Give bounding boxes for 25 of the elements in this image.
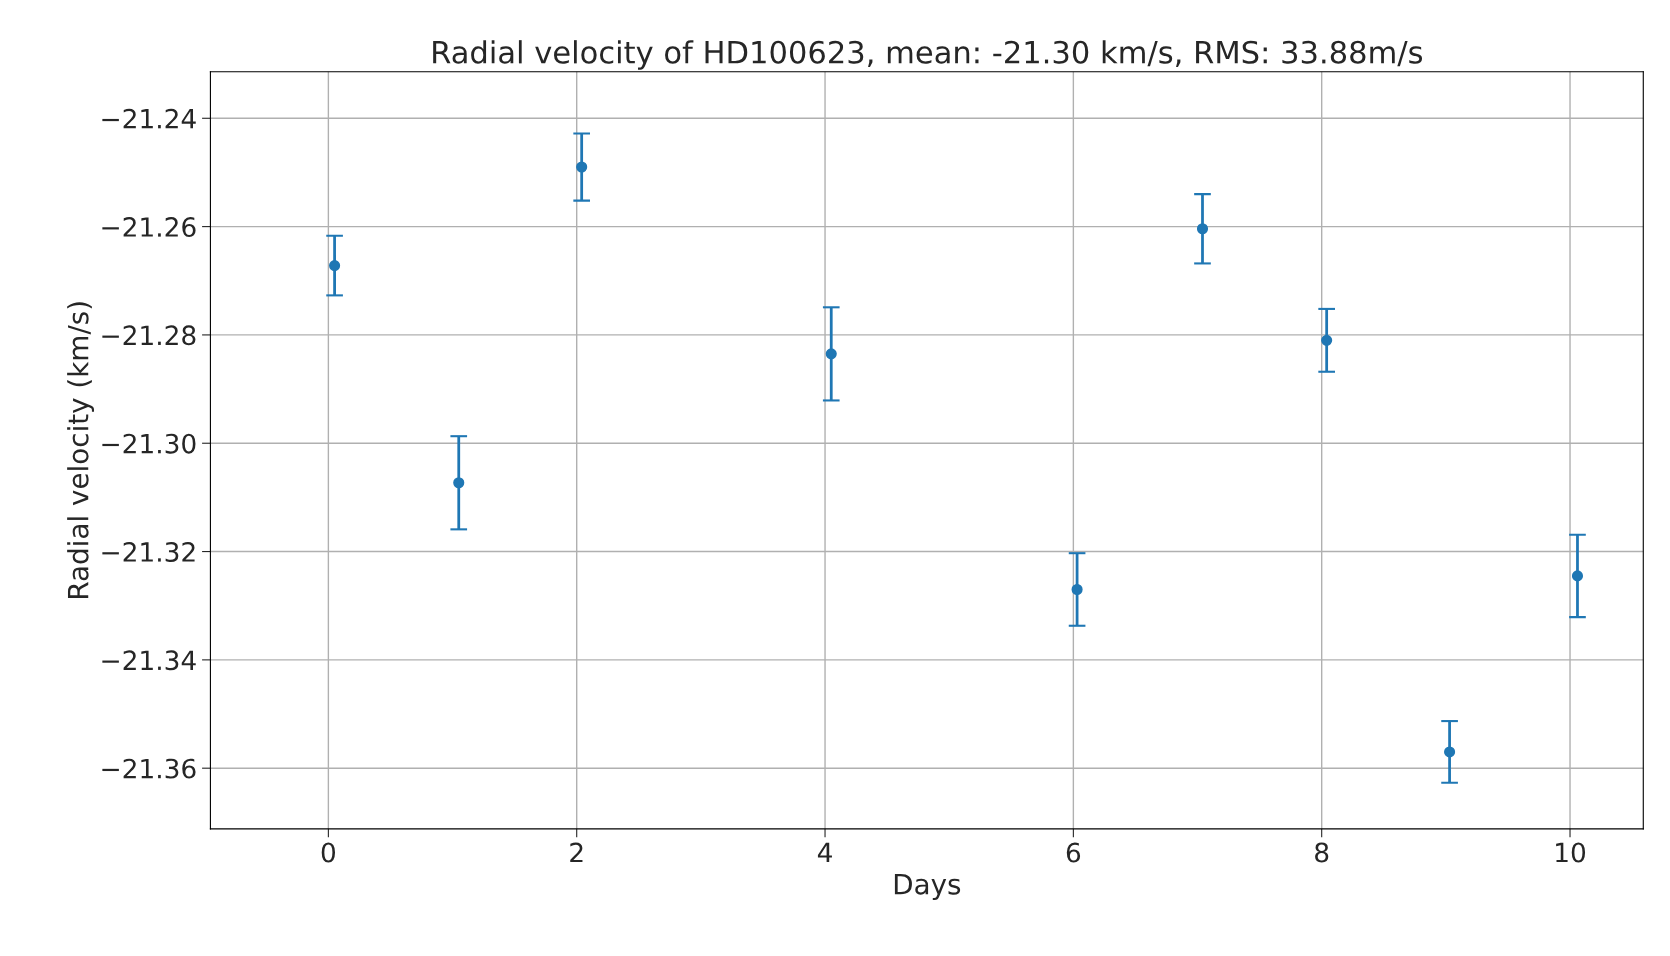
- point: [1321, 334, 1333, 346]
- point: [1571, 570, 1584, 582]
- y-tick-label: −21.32: [102, 541, 195, 562]
- point: [576, 161, 588, 173]
- x-tick-label: 2: [570, 842, 583, 863]
- point: [329, 260, 341, 272]
- x-tick-label: 10: [1556, 842, 1586, 863]
- point: [825, 348, 837, 360]
- point: [1196, 223, 1209, 235]
- point: [1444, 746, 1456, 758]
- y-tick-label: −21.36: [102, 758, 196, 779]
- x-tick-label: 4: [817, 842, 832, 863]
- point: [1071, 583, 1083, 596]
- y-tick-label: −21.30: [102, 433, 196, 454]
- point: [453, 477, 465, 489]
- chart-title: Radial velocity of HD100623, mean: -21.30 km/s, RMS: 33.88m/s: [433, 40, 1423, 70]
- y-tick-label: −21.24: [102, 108, 196, 129]
- y-tick-label: −21.28: [102, 325, 196, 346]
- y-tick-label: −21.34: [102, 650, 196, 671]
- x-axis-title: Days: [894, 874, 961, 901]
- y-axis-title: Radial velocity (km/s): [67, 302, 95, 598]
- x-tick-label: 8: [1315, 842, 1329, 863]
- y-tick-label: −21.26: [102, 217, 196, 237]
- x-tick-label: 0: [321, 842, 336, 863]
- x-tick-label: 6: [1066, 842, 1081, 863]
